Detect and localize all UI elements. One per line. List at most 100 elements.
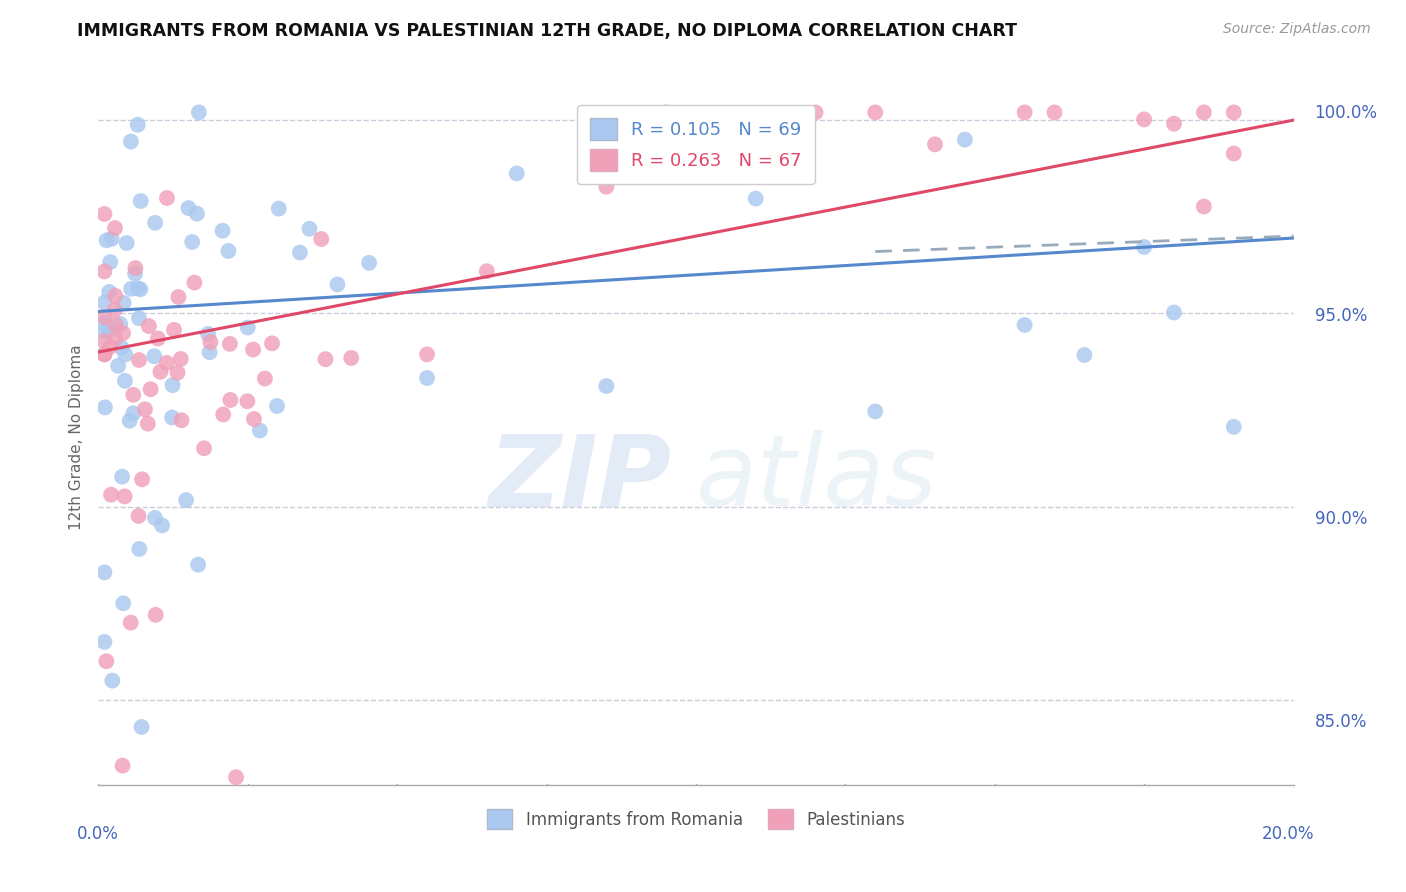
Point bbox=[1223, 105, 1246, 120]
Point bbox=[150, 518, 173, 533]
Point bbox=[359, 256, 381, 270]
Point bbox=[120, 135, 142, 149]
Point bbox=[114, 490, 136, 504]
Text: 0.0%: 0.0% bbox=[77, 825, 120, 843]
Point bbox=[340, 351, 363, 365]
Point bbox=[156, 356, 179, 370]
Point bbox=[236, 320, 259, 334]
Point bbox=[1014, 105, 1036, 120]
Point bbox=[170, 351, 193, 366]
Point bbox=[217, 244, 239, 258]
Point bbox=[595, 379, 617, 393]
Point bbox=[506, 166, 529, 180]
Point bbox=[94, 401, 117, 415]
Point bbox=[93, 316, 115, 330]
Point bbox=[129, 194, 152, 208]
Point bbox=[93, 207, 115, 221]
Point bbox=[100, 232, 122, 246]
Point bbox=[101, 673, 124, 688]
Point bbox=[181, 235, 204, 249]
Point bbox=[315, 352, 337, 367]
Point bbox=[128, 311, 150, 326]
Text: 95.0%: 95.0% bbox=[1315, 307, 1367, 325]
Point bbox=[242, 343, 264, 357]
Point bbox=[193, 442, 215, 456]
Point bbox=[98, 285, 121, 299]
Point bbox=[128, 353, 150, 368]
Point bbox=[96, 654, 118, 668]
Point bbox=[416, 347, 439, 361]
Point bbox=[183, 276, 205, 290]
Point bbox=[136, 417, 159, 431]
Point bbox=[1133, 240, 1156, 254]
Point bbox=[112, 596, 135, 610]
Point bbox=[219, 337, 242, 351]
Point bbox=[93, 566, 115, 580]
Text: 85.0%: 85.0% bbox=[1315, 714, 1367, 731]
Point bbox=[1133, 112, 1156, 127]
Point bbox=[177, 201, 200, 215]
Point bbox=[1014, 318, 1036, 332]
Point bbox=[225, 770, 247, 784]
Point bbox=[595, 179, 617, 194]
Point bbox=[139, 382, 162, 396]
Point bbox=[93, 295, 115, 310]
Point bbox=[236, 394, 259, 409]
Point bbox=[104, 331, 127, 345]
Point bbox=[107, 359, 129, 373]
Point bbox=[865, 404, 887, 418]
Point bbox=[174, 493, 197, 508]
Point bbox=[143, 216, 166, 230]
Point bbox=[127, 281, 149, 295]
Point bbox=[1043, 105, 1066, 120]
Point bbox=[114, 347, 136, 361]
Point bbox=[114, 374, 136, 388]
Point bbox=[127, 118, 149, 132]
Text: 20.0%: 20.0% bbox=[1263, 825, 1315, 843]
Point bbox=[138, 319, 160, 334]
Point bbox=[211, 224, 233, 238]
Point bbox=[93, 635, 115, 649]
Point bbox=[924, 137, 946, 152]
Text: atlas: atlas bbox=[696, 430, 938, 527]
Point bbox=[110, 340, 132, 354]
Point bbox=[163, 323, 186, 337]
Point bbox=[120, 282, 142, 296]
Point bbox=[128, 541, 150, 556]
Point bbox=[111, 758, 134, 772]
Point bbox=[170, 413, 193, 427]
Point bbox=[156, 191, 179, 205]
Point bbox=[249, 424, 271, 438]
Point bbox=[104, 221, 127, 235]
Point bbox=[143, 511, 166, 525]
Point bbox=[655, 105, 678, 120]
Point bbox=[267, 202, 290, 216]
Point bbox=[93, 347, 115, 361]
Point bbox=[129, 282, 152, 296]
Point bbox=[475, 264, 498, 278]
Point bbox=[804, 105, 827, 120]
Point bbox=[187, 558, 209, 572]
Point bbox=[1163, 117, 1185, 131]
Point bbox=[96, 233, 118, 247]
Point bbox=[122, 388, 145, 402]
Point bbox=[298, 221, 321, 235]
Point bbox=[124, 267, 146, 281]
Text: ZIP: ZIP bbox=[489, 430, 672, 527]
Legend: Immigrants from Romania, Palestinians: Immigrants from Romania, Palestinians bbox=[477, 799, 915, 839]
Point bbox=[1192, 105, 1215, 120]
Text: IMMIGRANTS FROM ROMANIA VS PALESTINIAN 12TH GRADE, NO DIPLOMA CORRELATION CHART: IMMIGRANTS FROM ROMANIA VS PALESTINIAN 1… bbox=[77, 22, 1018, 40]
Point bbox=[124, 261, 146, 276]
Text: 100.0%: 100.0% bbox=[1315, 103, 1378, 122]
Point bbox=[260, 336, 283, 351]
Point bbox=[93, 310, 115, 325]
Point bbox=[685, 163, 707, 178]
Point bbox=[93, 347, 115, 361]
Point bbox=[253, 371, 276, 385]
Text: 90.0%: 90.0% bbox=[1315, 510, 1367, 528]
Point bbox=[186, 207, 208, 221]
Point bbox=[120, 615, 142, 630]
Point bbox=[197, 326, 219, 341]
Point bbox=[100, 340, 122, 354]
Point bbox=[745, 192, 768, 206]
